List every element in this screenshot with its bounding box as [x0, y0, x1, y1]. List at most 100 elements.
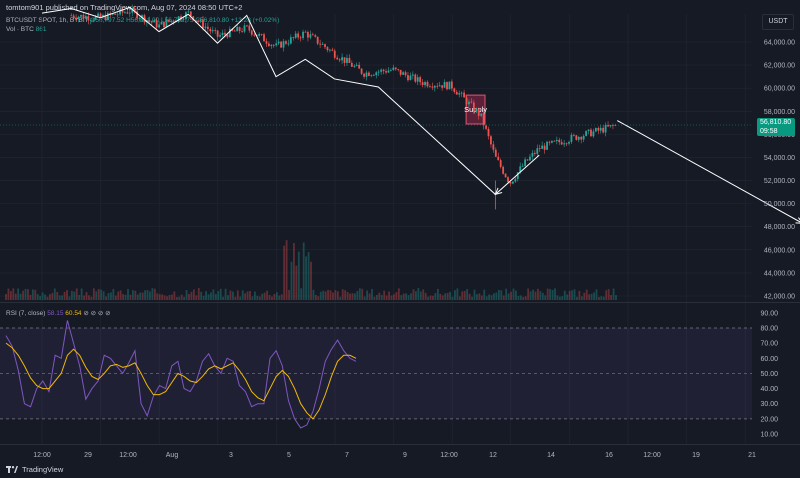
volume-bar [561, 296, 564, 300]
volume-bar [31, 289, 34, 300]
volume-bar [278, 295, 281, 300]
candle-body [77, 16, 80, 20]
footer: TradingView [6, 465, 63, 474]
symbol-label[interactable]: BTCUSDT SPOT, 1h, BYBIT [6, 17, 89, 24]
candle-body [612, 124, 614, 126]
candle-body [238, 27, 241, 32]
candle-body [226, 34, 229, 38]
candle-body [289, 37, 292, 44]
candle-body [529, 156, 531, 161]
rsi-label[interactable]: RSI (7, close) [6, 310, 46, 317]
volume-bar [205, 291, 207, 300]
volume-bar [336, 291, 339, 300]
candle-body [438, 85, 441, 87]
volume-bar [288, 289, 290, 300]
volume-bar [73, 291, 76, 300]
volume-bar [307, 252, 310, 300]
volume-bar [197, 288, 200, 300]
time-axis[interactable]: 12:00 29 12:00 Aug 3 5 7 9 12:00 12 14 16 12:00 19 21 [33, 452, 756, 459]
volume-bar [390, 295, 393, 300]
currency-button[interactable]: USDT [762, 14, 794, 30]
candle-body [546, 141, 548, 150]
candle-body [416, 77, 419, 82]
volume-bar [236, 290, 239, 300]
volume-bar [285, 240, 288, 300]
rsi-axis[interactable]: 90.00 80.00 70.00 60.00 50.00 40.00 30.00 20.00… [760, 310, 778, 438]
volume-bar [527, 288, 530, 300]
price-tick-label: 44,000.00 [764, 270, 795, 277]
time-tick-label: 5 [287, 452, 291, 459]
candle-body [163, 22, 165, 28]
volume-bar [319, 291, 322, 300]
candle-body [468, 101, 470, 105]
rsi-pane [0, 320, 752, 429]
candle-body [453, 88, 456, 92]
volume-bar [612, 288, 615, 300]
rsi-legend-icons[interactable]: ⊘ ⊘ ⊘ ⊘ [83, 310, 111, 317]
candle-body [343, 57, 346, 63]
volume-bar [166, 296, 168, 300]
candle-body [514, 178, 517, 182]
candle-body [460, 92, 463, 94]
volume-bar [75, 288, 78, 300]
time-tick-label: 3 [229, 452, 233, 459]
candle-body [446, 82, 448, 90]
candle-body [536, 148, 539, 154]
volume-bar [266, 290, 268, 300]
candle-body [404, 72, 407, 76]
candle-body [236, 27, 239, 32]
time-tick-label: 12 [489, 452, 497, 459]
volume-bar [68, 296, 71, 300]
volume-bar [297, 251, 300, 300]
candle-body [463, 92, 465, 98]
tradingview-logo-icon[interactable] [6, 465, 18, 474]
volume-bar [185, 290, 188, 300]
footer-brand[interactable]: TradingView [22, 465, 64, 474]
volume-bar [314, 294, 317, 300]
candle-body [411, 74, 414, 76]
candle-body [187, 11, 190, 13]
candle-body [70, 15, 73, 17]
candle-body [97, 13, 99, 16]
volume-label[interactable]: Vol · BTC [6, 26, 34, 33]
candle-body [197, 20, 200, 22]
candle-body [99, 13, 102, 18]
candle-body [480, 113, 483, 116]
volume-bar [180, 294, 183, 300]
candle-body [219, 35, 221, 37]
candle-body [82, 14, 85, 19]
candle-body [389, 69, 392, 71]
volume-bar [497, 289, 500, 300]
candle-body [84, 16, 87, 19]
candle-body [355, 64, 358, 66]
volume-bar [402, 293, 405, 300]
volume-bar [127, 289, 129, 300]
swing-lines[interactable] [41, 6, 540, 196]
volume-bar [485, 296, 488, 300]
rsi-tick-label: 10.00 [760, 432, 778, 439]
candle-body [75, 17, 78, 20]
last-price-value: 56,810.80 [760, 119, 792, 126]
candle-body [597, 128, 600, 131]
volume-value: 861 [35, 26, 47, 33]
candle-body [375, 72, 378, 76]
volume-bar [441, 295, 444, 300]
volume-bar [602, 296, 605, 300]
volume-bar [471, 296, 473, 300]
projection-arrows[interactable] [494, 56, 800, 224]
volume-bar [405, 293, 408, 300]
volume-bar [310, 261, 312, 300]
candle-body [482, 113, 485, 126]
volume-bar [573, 289, 576, 300]
candle-body [304, 31, 307, 33]
price-tick-label: 58,000.00 [764, 109, 795, 116]
candle-body [228, 28, 231, 38]
volume-bar [78, 294, 81, 300]
volume-bar [371, 289, 373, 300]
time-tick-label: 14 [547, 452, 555, 459]
price-axis[interactable]: 64,000.0062,000.0060,000.0058,000.0056,0… [764, 40, 795, 301]
volume-bar [393, 294, 395, 300]
volume-bar [615, 295, 617, 300]
volume-bar [12, 288, 15, 300]
